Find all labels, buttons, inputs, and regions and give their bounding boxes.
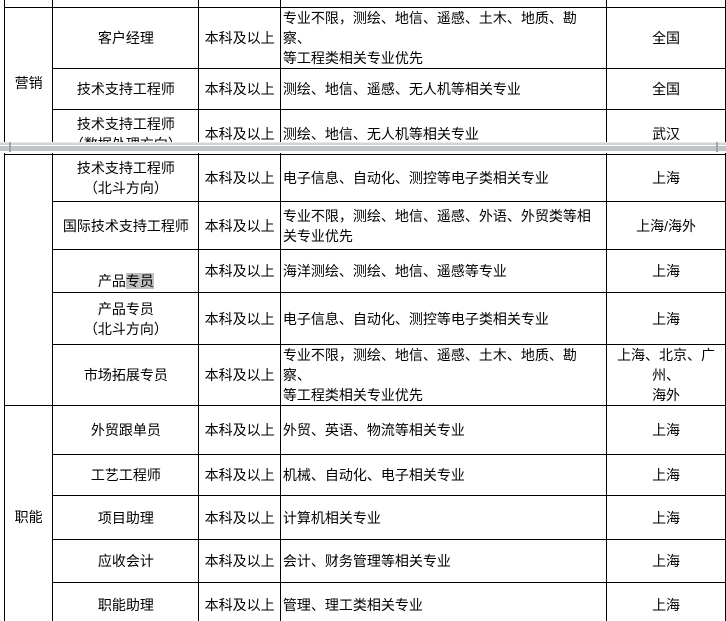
- top-pane-table: 营销 客户经理 本科及以上 专业不限，测绘、地信、遥感、土木、地质、勘察、 等工…: [3, 0, 726, 159]
- table-row: 工艺工程师 本科及以上 机械、自动化、电子相关专业 上海: [5, 454, 726, 496]
- job-title-cell[interactable]: 外贸跟单员: [52, 405, 200, 455]
- job-title-text: 产品: [97, 273, 126, 289]
- education-cell[interactable]: 本科及以上: [198, 454, 281, 496]
- major-cell[interactable]: 管理、理工类相关专业: [279, 582, 608, 621]
- education-cell[interactable]: 本科及以上: [198, 154, 281, 202]
- location-cell[interactable]: 上海: [606, 405, 726, 455]
- location-cell[interactable]: 上海: [606, 495, 726, 540]
- job-title-cell[interactable]: 客户经理: [52, 6, 200, 69]
- major-cell[interactable]: 机械、自动化、电子相关专业: [279, 454, 608, 496]
- search-highlight: 专员: [125, 273, 154, 289]
- major-cell[interactable]: 专业不限，测绘、地信、遥感、土木、地质、勘察、 等工程类相关专业优先: [279, 6, 608, 69]
- location-cell[interactable]: 上海: [606, 292, 726, 345]
- major-cell[interactable]: 电子信息、自动化、测控等电子类相关专业: [279, 292, 608, 345]
- partial-cell[interactable]: [198, 0, 281, 8]
- split-handle-tick: [9, 142, 11, 152]
- job-title-cell[interactable]: 国际技术支持工程师: [52, 201, 200, 250]
- location-cell[interactable]: 上海: [606, 539, 726, 583]
- location-cell[interactable]: 全国: [606, 67, 726, 110]
- education-cell[interactable]: 本科及以上: [198, 344, 281, 406]
- location-cell[interactable]: 上海: [606, 454, 726, 496]
- job-title-cell[interactable]: 市场拓展专员: [52, 344, 200, 406]
- table-row: 营销 客户经理 本科及以上 专业不限，测绘、地信、遥感、土木、地质、勘察、 等工…: [3, 6, 726, 159]
- education-cell[interactable]: 本科及以上: [198, 67, 281, 110]
- major-cell[interactable]: 计算机相关专业: [279, 495, 608, 540]
- major-cell[interactable]: 专业不限，测绘、地信、遥感、外语、外贸类等相 关专业优先: [279, 201, 608, 250]
- education-cell[interactable]: 本科及以上: [198, 582, 281, 621]
- location-cell[interactable]: 上海: [606, 154, 726, 202]
- partial-cell[interactable]: [279, 0, 608, 8]
- table-row: 技术支持工程师 本科及以上 测绘、地信、遥感、无人机等相关专业 全国: [5, 67, 726, 110]
- split-handle-tick: [716, 142, 718, 152]
- bottom-pane-table: 技术支持工程师 （北斗方向） 本科及以上 电子信息、自动化、测控等电子类相关专业…: [3, 154, 726, 621]
- job-title-cell[interactable]: 工艺工程师: [52, 454, 200, 496]
- education-cell[interactable]: 本科及以上: [198, 292, 281, 345]
- category-cell[interactable]: [3, 154, 54, 406]
- partial-cell[interactable]: [606, 0, 726, 8]
- partial-cell[interactable]: [3, 0, 54, 8]
- table-row: 技术支持工程师 （北斗方向） 本科及以上 电子信息、自动化、测控等电子类相关专业…: [3, 154, 726, 406]
- job-title-cell[interactable]: 产品专员: [52, 249, 200, 293]
- job-title-cell[interactable]: 技术支持工程师 （北斗方向）: [52, 154, 200, 202]
- education-cell[interactable]: 本科及以上: [198, 405, 281, 455]
- job-title-cell[interactable]: 技术支持工程师: [52, 67, 200, 110]
- major-cell[interactable]: 外贸、英语、物流等相关专业: [279, 405, 608, 455]
- major-cell[interactable]: 测绘、地信、遥感、无人机等相关专业: [279, 67, 608, 110]
- table-row: 职能助理 本科及以上 管理、理工类相关专业 上海: [5, 582, 726, 621]
- job-title-cell[interactable]: 项目助理: [52, 495, 200, 540]
- partial-row: [3, 0, 726, 8]
- location-cell[interactable]: 全国: [606, 6, 726, 69]
- location-cell[interactable]: 上海/海外: [606, 201, 726, 250]
- partial-cell[interactable]: [52, 0, 200, 8]
- table-row: 产品专员 本科及以上 海洋测绘、测绘、地信、遥感等专业 上海: [5, 249, 726, 293]
- education-cell[interactable]: 本科及以上: [198, 539, 281, 583]
- job-title-cell[interactable]: 应收会计: [52, 539, 200, 583]
- location-cell[interactable]: 上海、北京、广州、 海外: [606, 344, 726, 406]
- table-row: 产品专员 （北斗方向） 本科及以上 电子信息、自动化、测控等电子类相关专业 上海: [5, 292, 726, 345]
- table-row: 项目助理 本科及以上 计算机相关专业 上海: [5, 495, 726, 540]
- education-cell[interactable]: 本科及以上: [198, 6, 281, 69]
- category-cell[interactable]: 营销: [3, 6, 54, 159]
- table-row: 职能 外贸跟单员 本科及以上 外贸、英语、物流等相关专业 上海: [3, 405, 726, 621]
- major-cell[interactable]: 海洋测绘、测绘、地信、遥感等专业: [279, 249, 608, 293]
- job-title-cell[interactable]: 产品专员 （北斗方向）: [52, 292, 200, 345]
- job-title-cell[interactable]: 职能助理: [52, 582, 200, 621]
- location-cell[interactable]: 上海: [606, 582, 726, 621]
- education-cell[interactable]: 本科及以上: [198, 201, 281, 250]
- major-cell[interactable]: 电子信息、自动化、测控等电子类相关专业: [279, 154, 608, 202]
- education-cell[interactable]: 本科及以上: [198, 249, 281, 293]
- location-cell[interactable]: 上海: [606, 249, 726, 293]
- table-row: 应收会计 本科及以上 会计、财务管理等相关专业 上海: [5, 539, 726, 583]
- major-cell[interactable]: 专业不限，测绘、地信、遥感、土木、地质、勘察、 等工程类相关专业优先: [279, 344, 608, 406]
- major-cell[interactable]: 会计、财务管理等相关专业: [279, 539, 608, 583]
- table-row: 国际技术支持工程师 本科及以上 专业不限，测绘、地信、遥感、外语、外贸类等相 关…: [5, 201, 726, 250]
- category-cell[interactable]: 职能: [3, 405, 54, 621]
- table-row: 市场拓展专员 本科及以上 专业不限，测绘、地信、遥感、土木、地质、勘察、 等工程…: [5, 344, 726, 406]
- education-cell[interactable]: 本科及以上: [198, 495, 281, 540]
- split-bar[interactable]: [0, 142, 726, 153]
